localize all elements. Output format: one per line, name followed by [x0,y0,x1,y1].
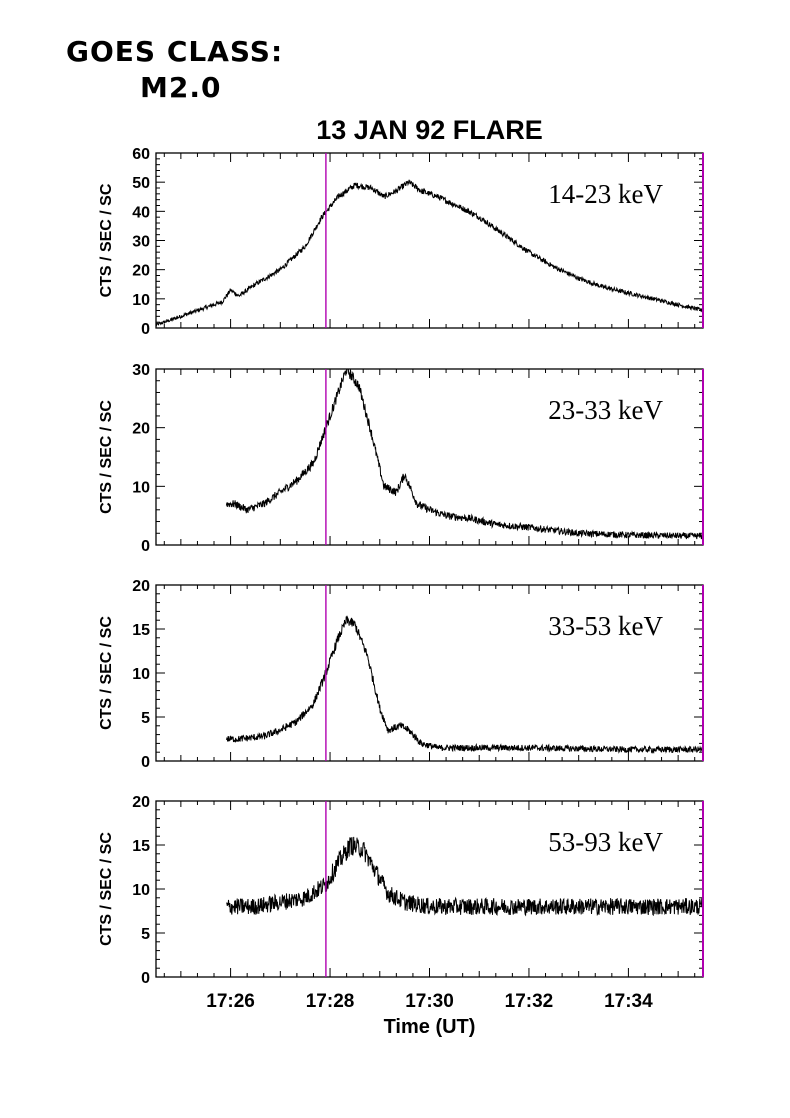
energy-band-label: 23-33 keV [548,395,663,425]
energy-band-label: 53-93 keV [548,827,663,857]
y-axis-label: CTS / SEC / SC [98,183,115,297]
y-tick-label: 5 [141,926,150,943]
x-tick-label: 17:28 [306,991,355,1012]
y-tick-label: 0 [141,321,150,338]
chart-title: 13 JAN 92 FLARE [316,115,543,145]
series-line-4 [226,836,704,917]
x-axis-label: Time (UT) [384,1016,476,1038]
y-axis-label: CTS / SEC / SC [98,400,115,514]
y-tick-label: 0 [141,754,150,771]
y-tick-label: 60 [132,146,150,163]
series-line-2 [225,368,704,540]
y-axis-label: CTS / SEC / SC [98,616,115,730]
y-tick-label: 15 [132,838,150,855]
x-tick-label: 17:34 [604,991,653,1012]
x-tick-label: 17:32 [505,991,554,1012]
y-tick-label: 0 [141,538,150,555]
y-axis-label: CTS / SEC / SC [98,832,115,946]
y-tick-label: 20 [132,263,150,280]
x-tick-label: 17:26 [206,991,255,1012]
y-tick-label: 50 [132,175,150,192]
y-tick-label: 10 [132,292,150,309]
y-tick-label: 20 [132,421,150,438]
y-tick-label: 5 [141,710,150,727]
y-tick-label: 10 [132,882,150,899]
y-tick-label: 15 [132,622,150,639]
energy-band-label: 33-53 keV [548,611,663,641]
y-tick-label: 10 [132,666,150,683]
energy-band-label: 14-23 keV [548,179,663,209]
x-tick-label: 17:30 [405,991,454,1012]
goes-class-line1: GOES CLASS: [66,35,284,68]
y-tick-label: 40 [132,204,150,221]
series-line-1 [155,179,704,328]
y-tick-label: 20 [132,794,150,811]
y-tick-label: 10 [132,479,150,496]
series-line-3 [225,615,704,754]
goes-class-value: M2.0 [140,71,222,104]
y-tick-label: 0 [141,970,150,987]
goes-class-label: GOES CLASS: M2.0 [66,34,326,106]
y-tick-label: 20 [132,578,150,595]
y-tick-label: 30 [132,362,150,379]
y-tick-label: 30 [132,234,150,251]
